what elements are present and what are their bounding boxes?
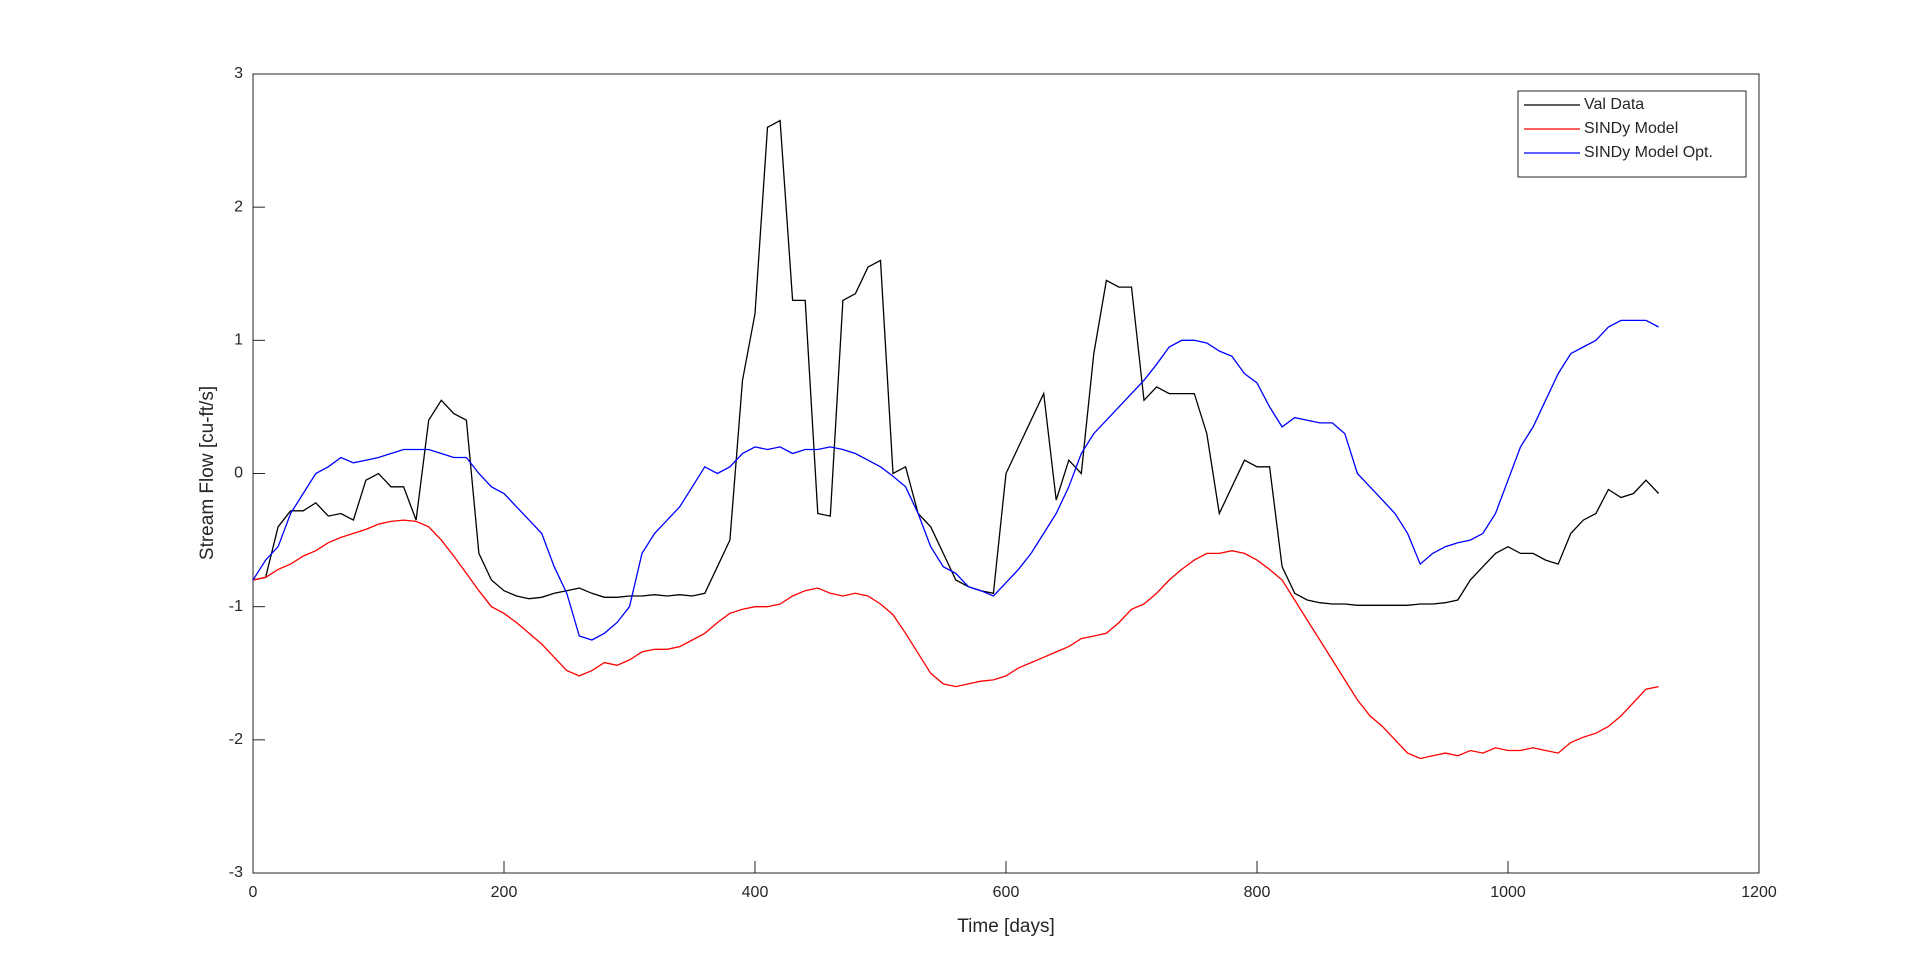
- x-tick-label: 1000: [1490, 884, 1526, 901]
- y-tick-label: 0: [234, 465, 243, 482]
- y-tick-label: -1: [229, 598, 243, 615]
- y-tick-label: 2: [234, 198, 243, 215]
- y-tick-label: -2: [229, 731, 243, 748]
- legend-label: Val Data: [1584, 96, 1644, 113]
- x-axis-label: Time [days]: [957, 916, 1055, 937]
- y-tick-label: -3: [229, 864, 243, 881]
- series-line: [252, 319, 1659, 641]
- x-tick-label: 200: [491, 884, 518, 901]
- legend-label: SINDy Model: [1584, 120, 1678, 137]
- series-line: [252, 119, 1660, 606]
- x-tick-label: 600: [993, 884, 1020, 901]
- x-tick-label: 0: [249, 884, 258, 901]
- y-tick-label: 3: [234, 65, 243, 82]
- x-tick-label: 1200: [1741, 884, 1777, 901]
- x-tick-label: 800: [1244, 884, 1271, 901]
- series-line: [252, 519, 1659, 760]
- legend-label: SINDy Model Opt.: [1584, 144, 1713, 161]
- y-axis-label: Stream Flow [cu-ft/s]: [197, 386, 218, 560]
- y-tick-label: 1: [234, 332, 243, 349]
- x-tick-label: 400: [742, 884, 769, 901]
